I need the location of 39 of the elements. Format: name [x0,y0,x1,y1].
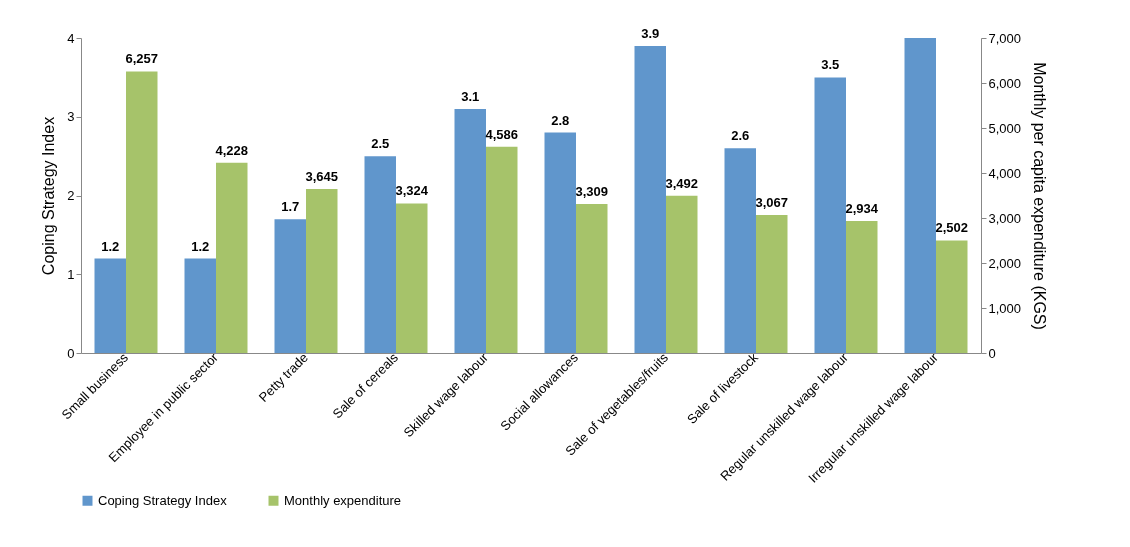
data-label: 3,067 [755,194,789,210]
data-label: 1.2 [101,238,120,254]
y2-tick-label: 4,000 [988,165,1022,181]
data-label: 2.6 [731,128,750,144]
bar [904,38,936,353]
y2-tick-label: 6,000 [988,75,1022,91]
data-label: 3,645 [305,168,339,184]
legend-label: Coping Strategy Index [98,492,228,508]
bar [216,162,248,353]
y2-tick-label: 2,000 [988,255,1022,271]
data-label: 3,324 [395,183,429,199]
y-tick-label: 4 [67,30,75,46]
y2-axis-title: Monthly per capita expenditure (KGS) [1031,62,1049,330]
data-label: 3,492 [665,175,699,191]
y-axis-title: Coping Strategy Index [40,116,58,276]
y2-tick-label: 0 [988,345,996,361]
y-tick-label: 2 [67,188,75,203]
y2-tick-label: 1,000 [988,300,1022,316]
bar [814,77,846,353]
data-label: 3.9 [641,25,660,41]
data-label: 6,257 [125,51,159,67]
y-tick-label: 3 [67,109,75,125]
data-label: 3.5 [821,57,840,73]
y2-tick-label: 7,000 [988,30,1022,46]
data-label: 2,502 [935,220,969,236]
data-label: 2,934 [845,200,879,216]
data-label: 3.1 [461,88,480,104]
y2-tick-label: 5,000 [988,120,1022,136]
data-label: 1.2 [191,238,210,254]
y-tick-label: 1 [67,266,75,282]
y-tick-label: 0 [67,345,75,361]
data-label: 3,309 [575,184,609,200]
data-label: 2.8 [551,112,570,128]
data-label: 1.7 [281,199,300,215]
data-label: 4,228 [215,142,249,158]
y2-tick-label: 3,000 [988,210,1022,226]
legend-label: Monthly expenditure [284,492,402,508]
bar [126,71,158,353]
data-label: 2.5 [371,136,390,152]
